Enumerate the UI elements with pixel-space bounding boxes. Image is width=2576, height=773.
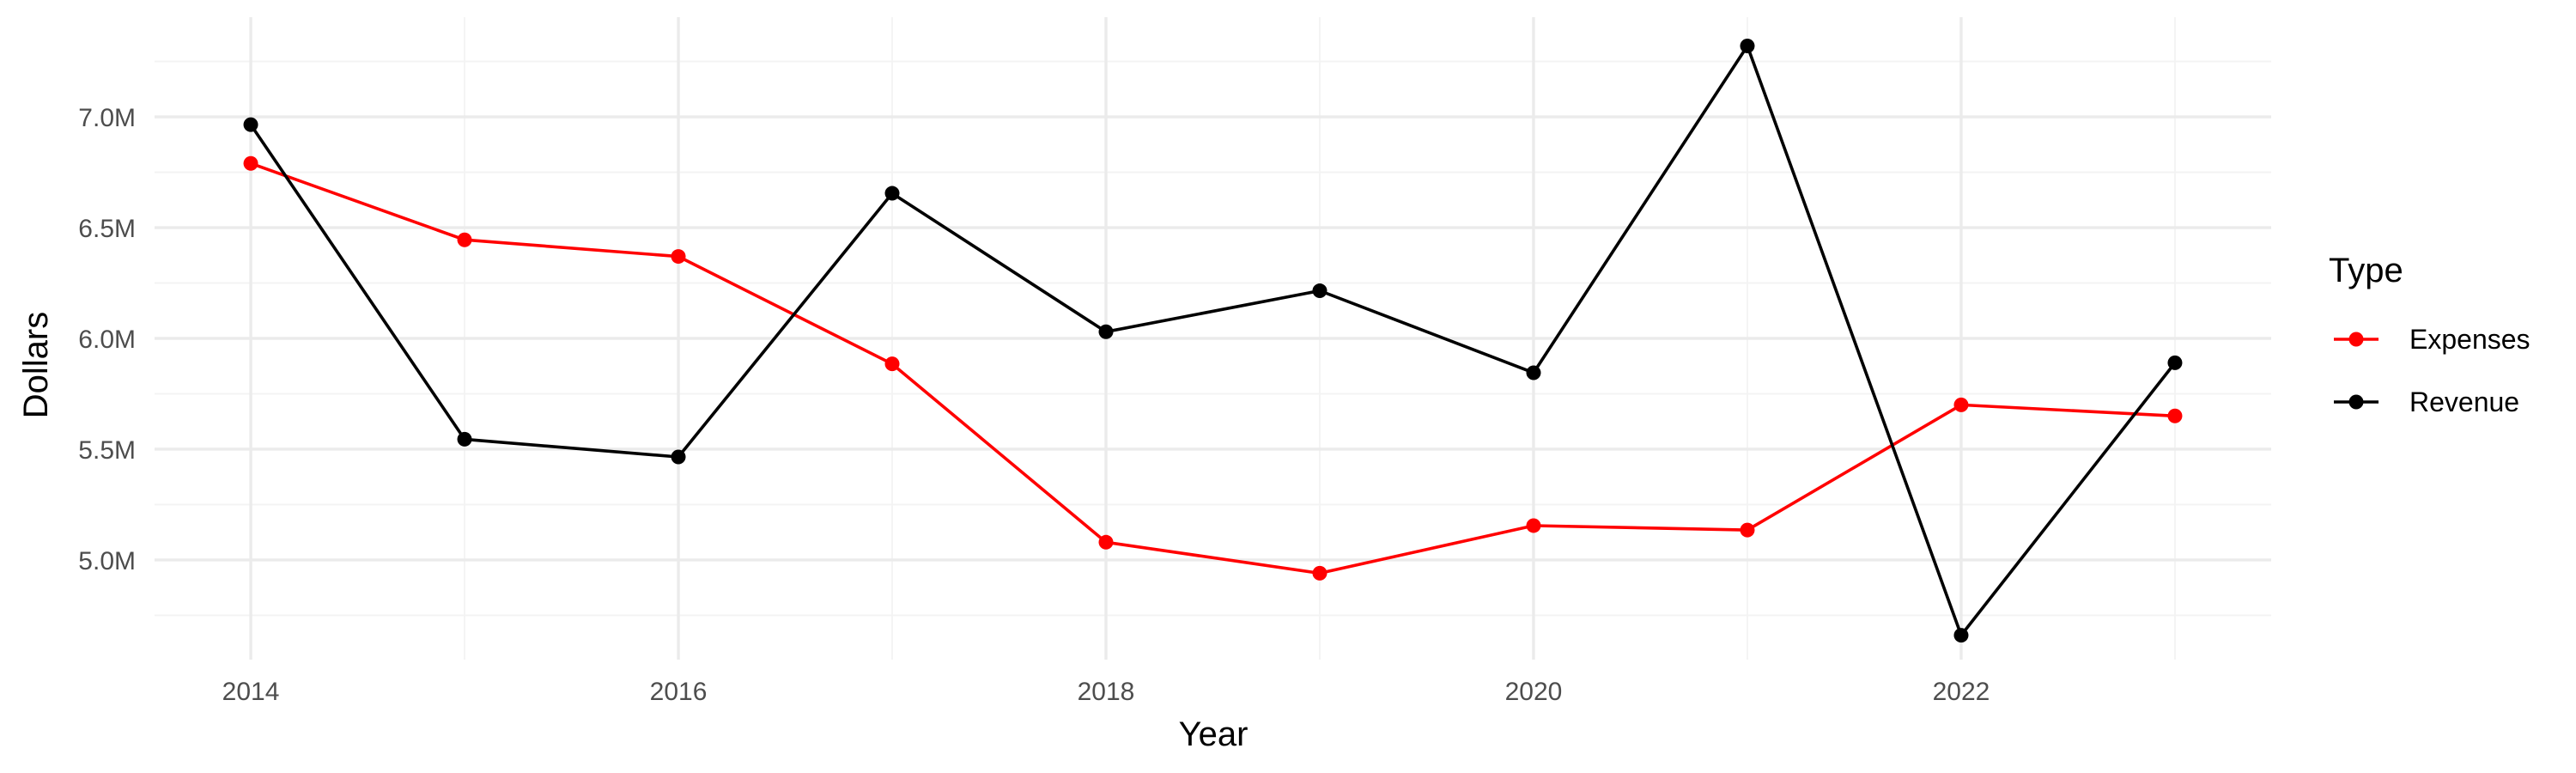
revenue-data-point: [1953, 628, 1969, 643]
revenue-data-point: [1740, 39, 1755, 54]
expenses-data-point: [457, 232, 472, 247]
revenue-series-line: [249, 44, 2177, 637]
expenses-data-point: [1312, 565, 1327, 581]
expenses-data-point: [1526, 518, 1541, 533]
legend-label: Expenses: [2409, 324, 2530, 355]
x-tick-label: 2022: [1933, 678, 1990, 706]
revenue-data-point: [671, 449, 686, 465]
expenses-series-line: [250, 161, 2176, 575]
legend-key-point: [2348, 394, 2364, 410]
revenue-data-point: [1312, 283, 1327, 299]
major-gridlines: [155, 17, 2271, 660]
expenses-data-point: [884, 356, 900, 372]
y-tick-label: 7.0M: [78, 104, 136, 132]
x-axis-title: Year: [1179, 715, 1249, 753]
y-tick-label: 6.0M: [78, 326, 136, 354]
expenses-data-point: [671, 249, 686, 265]
revenue-data-point: [2167, 355, 2183, 370]
legend-items: Expenses Revenue: [2334, 324, 2530, 417]
y-axis-title: Dollars: [17, 312, 55, 418]
expenses-data-point: [2167, 408, 2183, 423]
legend-item-expenses: Expenses: [2334, 324, 2530, 355]
x-axis-tick-labels: 2014 2016 2018 2020 2022: [222, 678, 1990, 706]
expenses-data-point: [1098, 534, 1114, 550]
legend-title: Type: [2329, 252, 2403, 289]
y-tick-label: 6.5M: [78, 215, 136, 243]
x-tick-label: 2016: [650, 678, 708, 706]
x-tick-label: 2014: [222, 678, 280, 706]
y-tick-label: 5.5M: [78, 436, 136, 465]
legend-label: Revenue: [2409, 386, 2519, 417]
revenue-data-point: [884, 186, 900, 201]
series-layer: [243, 39, 2183, 643]
revenue-data-point: [1098, 324, 1114, 339]
expenses-data-point: [1953, 397, 1969, 412]
revenue-data-point: [457, 431, 472, 447]
x-tick-label: 2020: [1505, 678, 1563, 706]
expenses-data-point: [1740, 522, 1755, 538]
expenses-data-point: [243, 155, 258, 171]
legend-key-point: [2348, 332, 2364, 347]
y-tick-label: 5.0M: [78, 547, 136, 575]
x-tick-label: 2018: [1078, 678, 1135, 706]
revenue-data-point: [1526, 365, 1541, 380]
legend: Type Expenses Revenue: [2329, 252, 2530, 417]
y-axis-tick-labels: 5.0M 5.5M 6.0M 6.5M 7.0M: [78, 104, 136, 575]
revenue-data-point: [243, 117, 258, 132]
legend-item-revenue: Revenue: [2334, 386, 2519, 417]
